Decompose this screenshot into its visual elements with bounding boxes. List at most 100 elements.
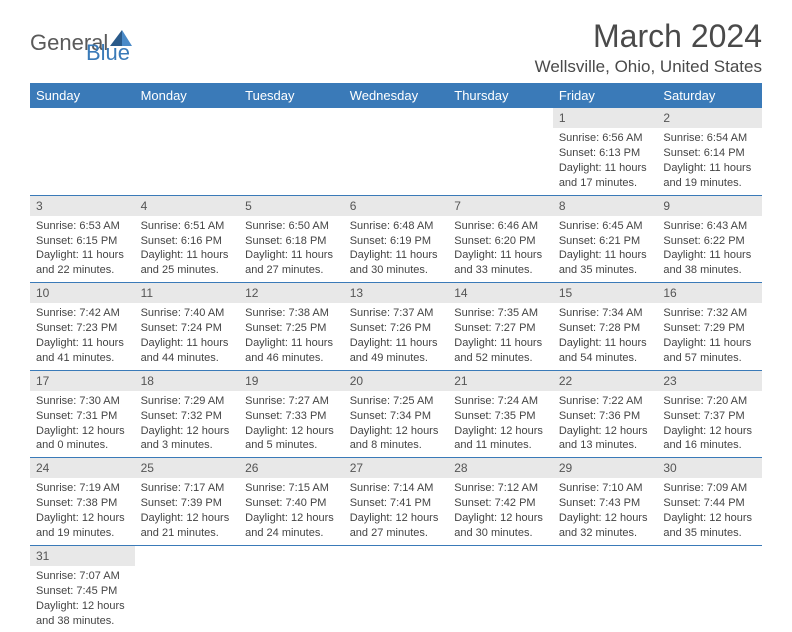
day-line-ss: Sunset: 6:20 PM [454,234,547,249]
day-number: 12 [239,283,344,303]
day-line-d1: Daylight: 12 hours [36,424,129,439]
day-line-d1: Daylight: 12 hours [141,424,234,439]
day-line-ss: Sunset: 7:27 PM [454,321,547,336]
day-cell: 24Sunrise: 7:19 AMSunset: 7:38 PMDayligh… [30,458,135,546]
day-body: Sunrise: 7:09 AMSunset: 7:44 PMDaylight:… [657,478,762,544]
day-body: Sunrise: 7:19 AMSunset: 7:38 PMDaylight:… [30,478,135,544]
day-number: 10 [30,283,135,303]
day-line-sr: Sunrise: 7:15 AM [245,481,338,496]
day-line-d1: Daylight: 12 hours [663,511,756,526]
title-block: March 2024 Wellsville, Ohio, United Stat… [535,18,762,77]
day-number: 26 [239,458,344,478]
day-cell: 2Sunrise: 6:54 AMSunset: 6:14 PMDaylight… [657,108,762,195]
day-line-d2: and 35 minutes. [559,263,652,278]
day-line-sr: Sunrise: 6:51 AM [141,219,234,234]
day-line-d2: and 19 minutes. [36,526,129,541]
day-line-d2: and 49 minutes. [350,351,443,366]
day-line-d2: and 30 minutes. [454,526,547,541]
day-line-d2: and 21 minutes. [141,526,234,541]
day-cell: 8Sunrise: 6:45 AMSunset: 6:21 PMDaylight… [553,195,658,283]
weekday-header-row: Sunday Monday Tuesday Wednesday Thursday… [30,83,762,108]
day-cell: 30Sunrise: 7:09 AMSunset: 7:44 PMDayligh… [657,458,762,546]
day-body: Sunrise: 6:56 AMSunset: 6:13 PMDaylight:… [553,128,658,194]
day-body: Sunrise: 6:43 AMSunset: 6:22 PMDaylight:… [657,216,762,282]
day-body: Sunrise: 7:29 AMSunset: 7:32 PMDaylight:… [135,391,240,457]
day-line-d1: Daylight: 11 hours [245,336,338,351]
day-line-sr: Sunrise: 7:25 AM [350,394,443,409]
day-cell: 31Sunrise: 7:07 AMSunset: 7:45 PMDayligh… [30,545,135,632]
day-line-sr: Sunrise: 7:12 AM [454,481,547,496]
day-line-d1: Daylight: 11 hours [559,248,652,263]
day-line-sr: Sunrise: 7:29 AM [141,394,234,409]
day-cell [239,545,344,632]
day-cell: 19Sunrise: 7:27 AMSunset: 7:33 PMDayligh… [239,370,344,458]
weekday-header: Saturday [657,83,762,108]
day-line-d1: Daylight: 12 hours [36,599,129,614]
day-line-ss: Sunset: 7:45 PM [36,584,129,599]
day-line-ss: Sunset: 7:44 PM [663,496,756,511]
day-line-ss: Sunset: 6:16 PM [141,234,234,249]
day-number: 27 [344,458,449,478]
day-line-d1: Daylight: 12 hours [454,511,547,526]
day-number: 23 [657,371,762,391]
day-cell: 18Sunrise: 7:29 AMSunset: 7:32 PMDayligh… [135,370,240,458]
day-cell [135,108,240,195]
day-number: 24 [30,458,135,478]
day-line-d2: and 33 minutes. [454,263,547,278]
day-cell [657,545,762,632]
day-number: 28 [448,458,553,478]
day-line-d1: Daylight: 12 hours [350,511,443,526]
day-line-d2: and 38 minutes. [36,614,129,629]
day-cell: 20Sunrise: 7:25 AMSunset: 7:34 PMDayligh… [344,370,449,458]
day-number: 31 [30,546,135,566]
day-body: Sunrise: 7:24 AMSunset: 7:35 PMDaylight:… [448,391,553,457]
day-cell: 9Sunrise: 6:43 AMSunset: 6:22 PMDaylight… [657,195,762,283]
day-cell: 1Sunrise: 6:56 AMSunset: 6:13 PMDaylight… [553,108,658,195]
day-line-ss: Sunset: 6:14 PM [663,146,756,161]
day-line-d2: and 57 minutes. [663,351,756,366]
day-number: 4 [135,196,240,216]
day-line-ss: Sunset: 7:41 PM [350,496,443,511]
day-cell: 21Sunrise: 7:24 AMSunset: 7:35 PMDayligh… [448,370,553,458]
day-line-ss: Sunset: 6:15 PM [36,234,129,249]
day-line-d2: and 25 minutes. [141,263,234,278]
day-line-sr: Sunrise: 7:30 AM [36,394,129,409]
week-row: 10Sunrise: 7:42 AMSunset: 7:23 PMDayligh… [30,283,762,371]
day-line-d1: Daylight: 11 hours [663,161,756,176]
day-line-sr: Sunrise: 7:10 AM [559,481,652,496]
weekday-header: Thursday [448,83,553,108]
day-body: Sunrise: 6:53 AMSunset: 6:15 PMDaylight:… [30,216,135,282]
day-line-ss: Sunset: 6:21 PM [559,234,652,249]
day-number: 15 [553,283,658,303]
day-number: 5 [239,196,344,216]
week-row: 1Sunrise: 6:56 AMSunset: 6:13 PMDaylight… [30,108,762,195]
day-number: 17 [30,371,135,391]
day-line-d2: and 0 minutes. [36,438,129,453]
day-line-d1: Daylight: 12 hours [36,511,129,526]
day-line-d1: Daylight: 11 hours [141,336,234,351]
day-cell: 23Sunrise: 7:20 AMSunset: 7:37 PMDayligh… [657,370,762,458]
day-cell: 11Sunrise: 7:40 AMSunset: 7:24 PMDayligh… [135,283,240,371]
day-line-d2: and 8 minutes. [350,438,443,453]
day-body: Sunrise: 6:46 AMSunset: 6:20 PMDaylight:… [448,216,553,282]
day-line-sr: Sunrise: 7:42 AM [36,306,129,321]
day-number: 9 [657,196,762,216]
day-body: Sunrise: 7:22 AMSunset: 7:36 PMDaylight:… [553,391,658,457]
day-cell [344,545,449,632]
day-line-sr: Sunrise: 6:46 AM [454,219,547,234]
day-line-d2: and 5 minutes. [245,438,338,453]
day-line-d1: Daylight: 11 hours [36,248,129,263]
day-line-ss: Sunset: 7:37 PM [663,409,756,424]
day-line-d2: and 13 minutes. [559,438,652,453]
day-cell: 26Sunrise: 7:15 AMSunset: 7:40 PMDayligh… [239,458,344,546]
day-body: Sunrise: 7:15 AMSunset: 7:40 PMDaylight:… [239,478,344,544]
day-line-d2: and 38 minutes. [663,263,756,278]
day-number: 18 [135,371,240,391]
day-line-d1: Daylight: 12 hours [141,511,234,526]
day-line-d2: and 19 minutes. [663,176,756,191]
day-line-sr: Sunrise: 7:17 AM [141,481,234,496]
day-line-d1: Daylight: 11 hours [141,248,234,263]
day-line-d2: and 44 minutes. [141,351,234,366]
day-line-d2: and 30 minutes. [350,263,443,278]
day-line-sr: Sunrise: 7:20 AM [663,394,756,409]
